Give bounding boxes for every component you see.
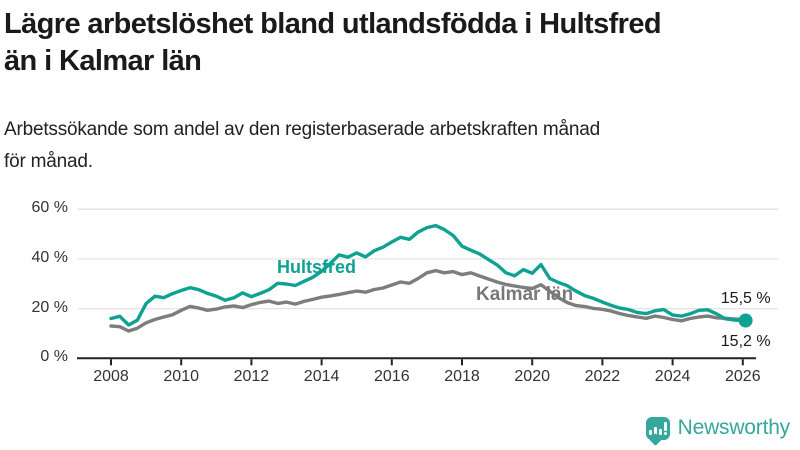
chart-subtitle: Arbetssökande som andel av den registerb… (4, 114, 796, 178)
chart-subtitle-line1: Arbetssökande som andel av den registerb… (4, 119, 601, 140)
brand-name: Newsworthy (677, 416, 791, 439)
hultsfred-line (109, 223, 748, 327)
bar-chart-speech-bubble-icon (645, 416, 670, 446)
chart-title-line2: än i Kalmar län (4, 45, 202, 77)
newsworthy-logo: Newsworthy (645, 414, 791, 446)
hultsfred-end-dot (738, 313, 753, 328)
chart-subtitle-line2: för månad. (4, 151, 93, 172)
chart-title-line1: Lägre arbetslöshet bland utlandsfödda i … (4, 8, 662, 40)
kalmar-län-line (109, 268, 748, 333)
chart-title: Lägre arbetslöshet bland utlandsfödda i … (4, 6, 796, 80)
